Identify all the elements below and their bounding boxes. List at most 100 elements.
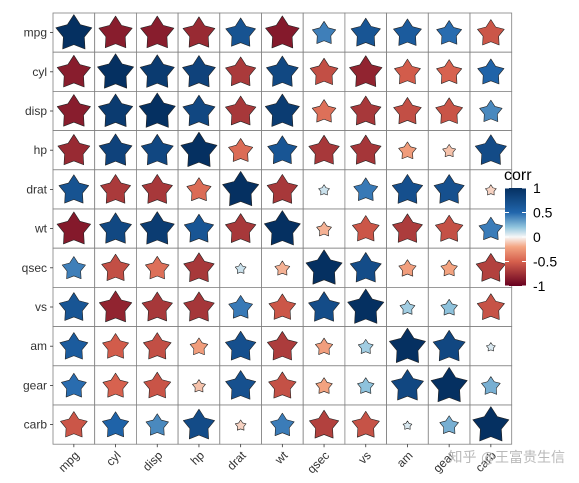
star-cyl-carb <box>477 58 505 85</box>
star-gear-carb <box>481 376 501 395</box>
y-tick-label-wt: wt <box>34 222 48 236</box>
star-cyl-gear <box>436 59 463 84</box>
star-carb-mpg <box>60 411 88 438</box>
star-wt-mpg <box>56 211 91 245</box>
star-am-mpg <box>59 332 89 360</box>
star-vs-disp <box>141 291 173 322</box>
star-am-cyl <box>102 333 129 359</box>
y-axis-labels: mpg cyl disp hp drat wt qsec vs am gear carb <box>22 26 53 432</box>
star-gear-cyl <box>102 372 129 398</box>
star-drat-disp <box>141 174 173 204</box>
star-mpg-hp <box>182 16 216 48</box>
star-am-carb <box>486 342 496 352</box>
star-carb-vs <box>351 410 380 438</box>
star-disp-qsec <box>311 99 337 123</box>
star-drat-drat <box>222 171 260 207</box>
legend: corr 1 0.5 0 -0.5 -1 <box>504 167 557 294</box>
star-gear-vs <box>357 377 375 394</box>
star-mpg-gear <box>436 20 462 45</box>
star-disp-mpg <box>56 94 91 127</box>
star-mpg-wt <box>265 15 300 49</box>
x-tick-label-disp: disp <box>140 448 166 474</box>
x-tick-label-hp: hp <box>188 448 208 468</box>
x-tick-label-am: am <box>394 448 416 470</box>
legend-tick-label: 0 <box>533 229 541 245</box>
star-wt-vs <box>352 215 380 242</box>
y-tick-label-am: am <box>30 339 47 353</box>
star-disp-gear <box>435 97 463 124</box>
star-drat-am <box>391 174 423 204</box>
star-am-am <box>389 327 426 363</box>
star-mpg-carb <box>477 19 505 46</box>
star-hp-qsec <box>308 134 340 165</box>
star-wt-drat <box>225 213 257 243</box>
x-tick-label-mpg: mpg <box>56 448 82 474</box>
star-carb-hp <box>183 408 215 440</box>
watermark: 知乎 @王富贵生信 <box>448 450 565 466</box>
y-tick-label-gear: gear <box>23 378 47 392</box>
star-am-wt <box>267 331 298 361</box>
star-am-vs <box>358 339 374 354</box>
star-carb-disp <box>145 413 169 436</box>
star-vs-carb <box>476 293 505 320</box>
star-am-qsec <box>315 337 334 355</box>
star-disp-drat <box>225 95 257 126</box>
star-wt-gear <box>435 214 464 242</box>
legend-tick-label: 1 <box>533 180 541 196</box>
star-drat-carb <box>485 184 497 196</box>
star-qsec-am <box>398 259 417 277</box>
star-mpg-am <box>393 18 422 46</box>
star-qsec-cyl <box>101 253 130 281</box>
legend-tick-label: -0.5 <box>533 254 557 270</box>
star-cyl-disp <box>139 54 175 88</box>
y-tick-label-cyl: cyl <box>32 65 47 79</box>
star-cyl-am <box>394 58 421 85</box>
star-am-hp <box>189 337 209 356</box>
star-carb-wt <box>270 412 295 436</box>
star-hp-carb <box>474 134 507 165</box>
star-hp-disp <box>140 134 174 166</box>
star-gear-drat <box>225 370 257 400</box>
star-hp-drat <box>228 138 254 162</box>
star-wt-disp <box>139 211 175 245</box>
star-cyl-hp <box>182 55 216 88</box>
star-disp-carb <box>479 99 503 122</box>
star-vs-drat <box>228 295 253 319</box>
star-qsec-hp <box>183 252 215 283</box>
star-am-disp <box>143 332 172 360</box>
star-gear-am <box>391 369 424 401</box>
star-disp-cyl <box>98 93 133 127</box>
star-carb-cyl <box>102 411 130 438</box>
y-tick-label-mpg: mpg <box>24 26 47 40</box>
star-cyl-vs <box>349 55 383 87</box>
star-gear-wt <box>268 371 297 399</box>
star-am-drat <box>225 330 257 361</box>
star-disp-hp <box>182 94 216 126</box>
star-hp-cyl <box>98 133 133 166</box>
star-hp-gear <box>442 144 456 158</box>
x-tick-label-qsec: qsec <box>304 448 332 476</box>
y-tick-label-drat: drat <box>26 182 47 196</box>
star-vs-hp <box>183 291 215 322</box>
star-gear-hp <box>192 379 206 393</box>
star-carb-gear <box>439 415 459 434</box>
star-disp-wt <box>265 93 300 127</box>
y-tick-label-vs: vs <box>35 300 47 314</box>
star-wt-wt <box>263 210 301 246</box>
star-qsec-vs <box>349 252 382 283</box>
star-vs-wt <box>268 293 297 320</box>
star-carb-drat <box>234 419 247 431</box>
star-gear-gear <box>430 367 468 403</box>
star-cyl-cyl <box>97 53 134 89</box>
star-hp-vs <box>350 134 382 165</box>
star-vs-gear <box>440 298 458 316</box>
star-mpg-disp <box>140 15 175 49</box>
star-carb-am <box>402 420 413 430</box>
y-tick-label-carb: carb <box>24 418 48 432</box>
star-wt-qsec <box>316 221 332 237</box>
star-carb-carb <box>472 406 510 442</box>
star-wt-am <box>392 213 423 243</box>
star-gear-qsec <box>315 377 333 394</box>
star-drat-qsec <box>318 184 330 196</box>
star-mpg-vs <box>350 17 381 47</box>
